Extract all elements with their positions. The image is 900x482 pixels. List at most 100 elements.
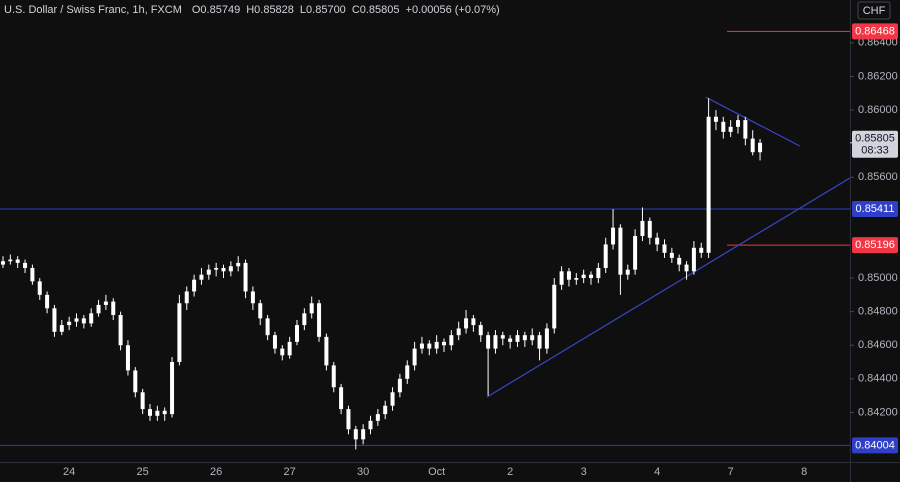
candle-body xyxy=(250,291,255,304)
candle-body xyxy=(133,370,138,393)
candle-body xyxy=(493,335,498,349)
header-value: H0.85828 xyxy=(246,4,294,16)
candle-body xyxy=(456,328,461,336)
countdown: 08:33 xyxy=(861,145,889,157)
candle-body xyxy=(228,266,233,272)
x-tick-label: 30 xyxy=(357,466,369,478)
candle-body xyxy=(589,274,593,279)
header-value: O0.85749 xyxy=(192,4,240,16)
candle-body xyxy=(603,244,608,268)
y-tick-label: 0.84200 xyxy=(858,406,898,418)
level-label-box xyxy=(852,23,898,40)
last-price-label: 0.85805 xyxy=(855,133,895,145)
level-label: 0.84004 xyxy=(855,439,895,451)
level-label: 0.85411 xyxy=(856,203,895,215)
x-tick-label: 24 xyxy=(63,466,75,478)
candle-body xyxy=(508,338,513,342)
x-tick-label: 25 xyxy=(137,466,149,478)
level-label: 0.85196 xyxy=(855,239,895,251)
candle-body xyxy=(140,392,145,410)
x-tick-label: 4 xyxy=(654,466,660,478)
candle-body xyxy=(23,262,28,268)
x-tick-label: Oct xyxy=(428,466,445,478)
candle-body xyxy=(280,348,285,356)
candle-body xyxy=(368,420,373,430)
candle-body xyxy=(743,120,748,139)
candle-body xyxy=(434,341,439,349)
candle-body xyxy=(192,279,197,292)
candle-body xyxy=(317,303,322,337)
x-tick-label: 8 xyxy=(801,466,807,478)
candle-body xyxy=(552,284,557,329)
header-value: C0.85805 xyxy=(352,4,400,16)
candle-body xyxy=(103,301,108,305)
y-tick-label: 0.85600 xyxy=(858,171,898,183)
symbol-title: U.S. Dollar / Swiss Franc, 1h, FXCM xyxy=(4,4,182,16)
y-tick-label: 0.86200 xyxy=(858,70,898,82)
candle-body xyxy=(162,410,167,415)
candle-body xyxy=(111,301,116,315)
candle-body xyxy=(559,271,564,285)
candle-body xyxy=(170,362,175,415)
candle-body xyxy=(295,325,299,342)
candle-body xyxy=(199,274,204,280)
y-tick-label: 0.86000 xyxy=(858,104,898,116)
candle-body xyxy=(713,116,718,122)
candle-body xyxy=(750,138,755,153)
candle-body xyxy=(214,267,219,270)
candle-body xyxy=(684,264,689,272)
last-price-box xyxy=(852,130,898,158)
candle-body xyxy=(500,335,505,339)
candle-body xyxy=(118,315,123,346)
candle-body xyxy=(662,244,667,253)
candle-body xyxy=(537,335,542,349)
y-tick-label: 0.84800 xyxy=(858,306,898,318)
candle-body xyxy=(478,325,483,336)
candle-body xyxy=(45,294,50,309)
candle-body xyxy=(618,227,623,275)
candle-body xyxy=(184,291,189,304)
candle-body xyxy=(148,409,152,416)
candle-body xyxy=(419,343,424,349)
level-label-box xyxy=(852,237,898,254)
candle-body xyxy=(324,336,329,366)
candle-body xyxy=(302,313,307,326)
candle-body xyxy=(8,259,13,262)
candle-body xyxy=(125,345,130,371)
y-tick-label: 0.86400 xyxy=(858,37,898,49)
currency-box[interactable] xyxy=(857,1,891,20)
currency[interactable]: CHF xyxy=(863,5,886,17)
candle-body xyxy=(427,343,432,349)
candle-body xyxy=(611,227,616,245)
candle-body xyxy=(89,313,94,324)
candle-body xyxy=(633,236,638,270)
candle-body xyxy=(155,410,160,416)
candle-body xyxy=(375,414,380,421)
candle-body xyxy=(361,429,366,440)
candle-body xyxy=(287,341,292,356)
x-tick-label: 27 xyxy=(284,466,296,478)
candle-body xyxy=(699,247,704,253)
candle-body xyxy=(243,262,248,292)
x-tick-label: 26 xyxy=(210,466,222,478)
x-tick-label: 7 xyxy=(728,466,734,478)
candle-body xyxy=(515,335,520,342)
level-label-box xyxy=(852,437,898,454)
candle-body xyxy=(331,365,336,388)
candle-body xyxy=(390,392,395,406)
candle-body xyxy=(522,335,527,341)
candle-body xyxy=(1,261,5,265)
candle-body xyxy=(81,318,86,324)
candle-body xyxy=(574,278,579,280)
candle-body xyxy=(74,318,79,322)
candle-body xyxy=(206,269,211,275)
candle-body xyxy=(346,409,351,430)
symbol-header: U.S. Dollar / Swiss Franc, 1h, FXCM O0.85… xyxy=(4,4,500,16)
candle-body xyxy=(464,318,469,329)
candle-body xyxy=(655,237,660,245)
candle-body xyxy=(30,267,35,282)
candle-body xyxy=(67,321,72,326)
candle-body xyxy=(177,303,182,363)
candle-body xyxy=(486,335,491,349)
